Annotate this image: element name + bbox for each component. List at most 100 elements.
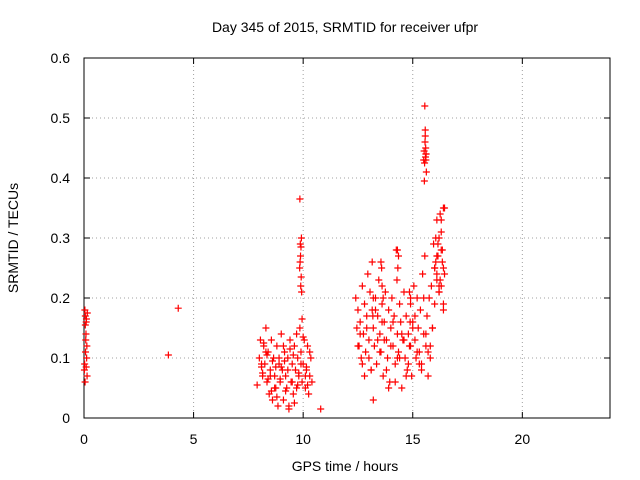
data-point bbox=[433, 252, 441, 260]
data-point bbox=[354, 306, 362, 314]
data-point bbox=[424, 372, 432, 380]
data-point bbox=[298, 315, 306, 323]
data-point bbox=[263, 351, 271, 359]
data-point bbox=[82, 348, 90, 356]
data-point bbox=[296, 264, 304, 272]
data-point bbox=[424, 348, 432, 356]
data-point bbox=[293, 384, 301, 392]
data-point bbox=[393, 276, 401, 284]
data-point bbox=[299, 333, 307, 341]
data-point bbox=[388, 294, 396, 302]
data-point bbox=[297, 348, 305, 356]
data-point bbox=[400, 336, 408, 344]
data-point bbox=[422, 144, 430, 152]
data-point bbox=[441, 204, 449, 212]
data-point bbox=[305, 390, 313, 398]
data-point bbox=[370, 342, 378, 350]
data-point bbox=[291, 366, 299, 374]
data-point bbox=[286, 345, 294, 353]
data-point bbox=[83, 354, 91, 362]
data-point bbox=[396, 354, 404, 362]
data-point bbox=[364, 270, 372, 278]
data-point bbox=[396, 300, 404, 308]
data-point bbox=[361, 300, 369, 308]
data-point bbox=[391, 360, 399, 368]
data-point bbox=[297, 243, 305, 251]
data-point bbox=[365, 336, 373, 344]
y-tick-label: 0.1 bbox=[51, 350, 71, 366]
data-point bbox=[407, 300, 415, 308]
data-point bbox=[290, 342, 298, 350]
x-axis-label: GPS time / hours bbox=[292, 458, 399, 474]
data-point bbox=[272, 363, 280, 371]
data-point bbox=[267, 387, 275, 395]
data-point bbox=[436, 210, 444, 218]
data-point bbox=[415, 360, 423, 368]
data-point bbox=[264, 375, 272, 383]
data-point bbox=[83, 309, 91, 317]
data-point bbox=[361, 372, 369, 380]
data-point bbox=[81, 378, 89, 386]
data-point bbox=[294, 381, 302, 389]
data-point bbox=[421, 102, 429, 110]
grid-lines bbox=[84, 58, 610, 418]
data-point bbox=[279, 396, 287, 404]
data-point bbox=[431, 264, 439, 272]
data-point bbox=[428, 324, 436, 332]
data-point bbox=[380, 336, 388, 344]
y-tick-label: 0.2 bbox=[51, 290, 71, 306]
data-point bbox=[286, 336, 294, 344]
y-tick-label: 0.3 bbox=[51, 230, 71, 246]
data-point bbox=[260, 339, 268, 347]
data-point bbox=[363, 312, 371, 320]
data-point bbox=[262, 324, 270, 332]
data-point bbox=[432, 258, 440, 266]
data-point bbox=[374, 336, 382, 344]
y-tick-label: 0.5 bbox=[51, 110, 71, 126]
data-point bbox=[279, 342, 287, 350]
data-point bbox=[435, 288, 443, 296]
data-point bbox=[256, 336, 264, 344]
data-point bbox=[422, 168, 430, 176]
data-point bbox=[438, 258, 446, 266]
data-point bbox=[282, 372, 290, 380]
data-point bbox=[298, 288, 306, 296]
data-point bbox=[387, 342, 395, 350]
data-point bbox=[422, 330, 430, 338]
data-point bbox=[363, 324, 371, 332]
data-point bbox=[393, 246, 401, 254]
data-point bbox=[83, 372, 91, 380]
data-point bbox=[297, 360, 305, 368]
data-point bbox=[391, 378, 399, 386]
data-points bbox=[80, 102, 449, 413]
data-point bbox=[282, 387, 290, 395]
data-point bbox=[437, 228, 445, 236]
data-point bbox=[297, 252, 305, 260]
y-tick-label: 0.4 bbox=[51, 170, 71, 186]
data-point bbox=[284, 354, 292, 362]
data-point bbox=[164, 351, 172, 359]
plot-frame bbox=[83, 57, 611, 419]
data-point bbox=[268, 396, 276, 404]
data-point bbox=[358, 282, 366, 290]
data-point bbox=[174, 304, 182, 312]
data-point bbox=[439, 300, 447, 308]
data-point bbox=[409, 324, 417, 332]
data-point bbox=[377, 258, 385, 266]
data-point bbox=[421, 138, 429, 146]
data-point bbox=[358, 360, 366, 368]
data-point bbox=[263, 378, 271, 386]
data-point bbox=[289, 390, 297, 398]
data-point bbox=[413, 294, 421, 302]
data-point bbox=[433, 270, 441, 278]
data-point bbox=[431, 300, 439, 308]
data-point bbox=[356, 318, 364, 326]
data-point bbox=[385, 384, 393, 392]
data-point bbox=[405, 288, 413, 296]
data-point bbox=[290, 399, 298, 407]
data-point bbox=[285, 405, 293, 413]
data-point bbox=[297, 282, 305, 290]
data-point bbox=[421, 159, 429, 167]
data-point bbox=[395, 348, 403, 356]
